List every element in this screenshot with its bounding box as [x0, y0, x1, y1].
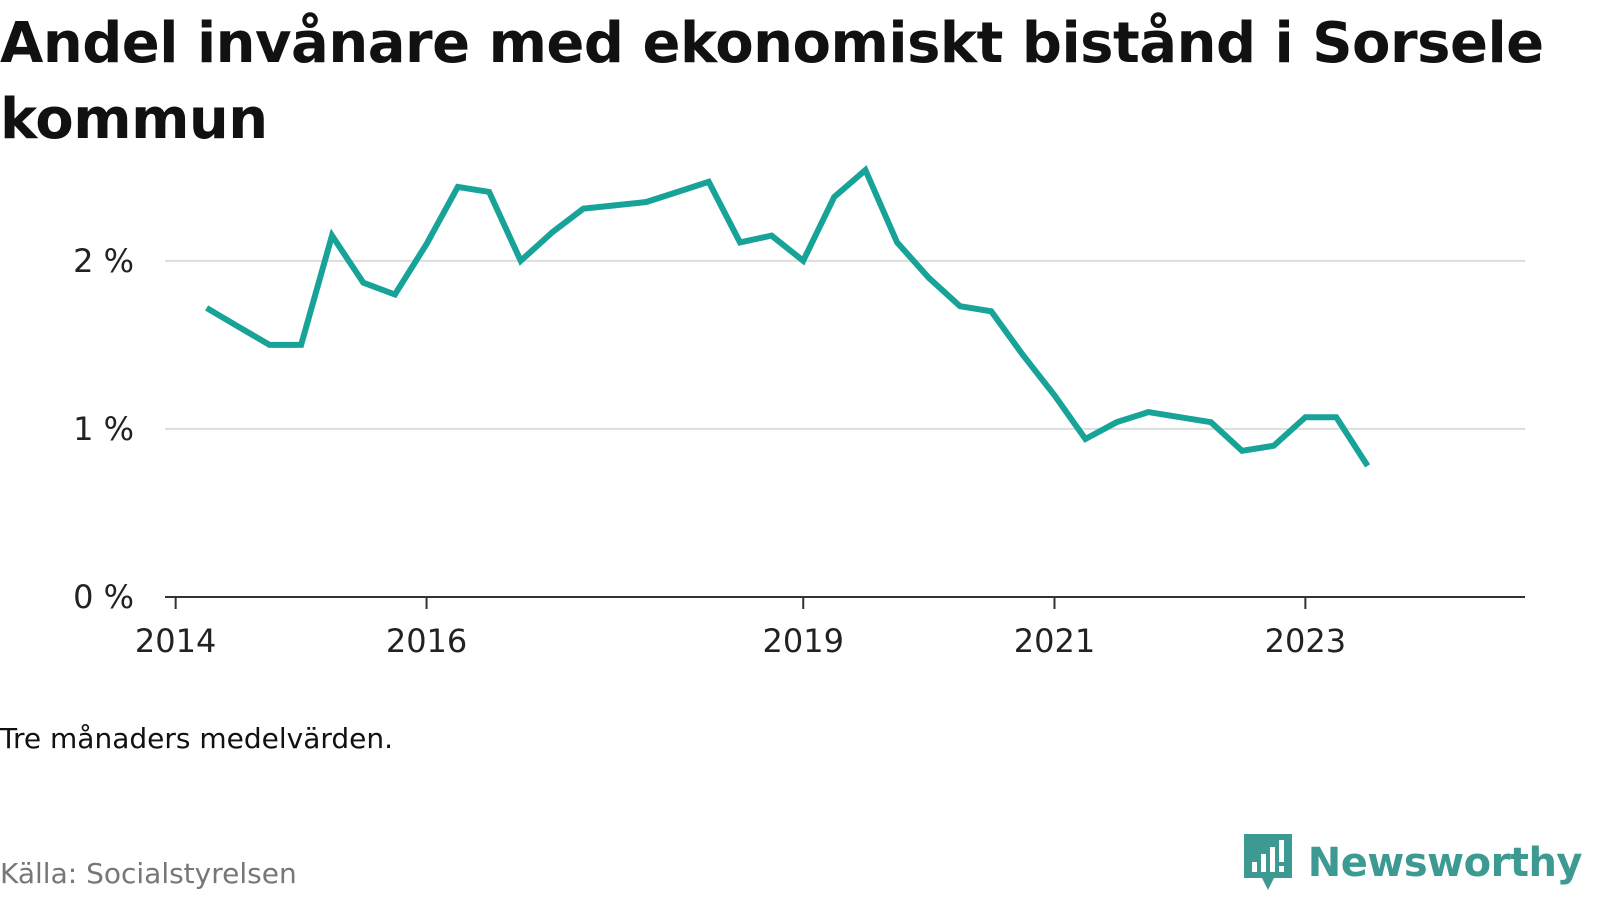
chart-note: Tre månaders medelvärden. — [0, 722, 394, 755]
x-tick-label: 2016 — [386, 622, 467, 660]
x-tick-label: 2021 — [1014, 622, 1095, 660]
gridlines — [165, 259, 1525, 430]
x-axis — [165, 596, 1525, 609]
x-tick-label: 2014 — [135, 622, 216, 660]
y-axis-labels: 0 % 1 % 2 % — [73, 242, 134, 616]
series-line — [205, 165, 1371, 468]
series-group — [205, 165, 1371, 468]
source-label: Källa: Socialstyrelsen — [0, 857, 297, 890]
y-tick-label: 0 % — [73, 578, 134, 616]
x-tick-label: 2019 — [763, 622, 844, 660]
brand-name: Newsworthy — [1307, 840, 1583, 886]
y-tick-label: 2 % — [73, 242, 134, 280]
x-axis-labels: 2014 2016 2019 2021 2023 — [135, 622, 1346, 660]
brand-logo: Newsworthy — [1242, 834, 1583, 892]
y-tick-label: 1 % — [73, 410, 134, 448]
chart-title: Andel invånare med ekonomiskt bistånd i … — [0, 11, 1544, 152]
chart-bubble-icon — [1243, 834, 1292, 890]
x-tick-label: 2023 — [1265, 622, 1346, 660]
